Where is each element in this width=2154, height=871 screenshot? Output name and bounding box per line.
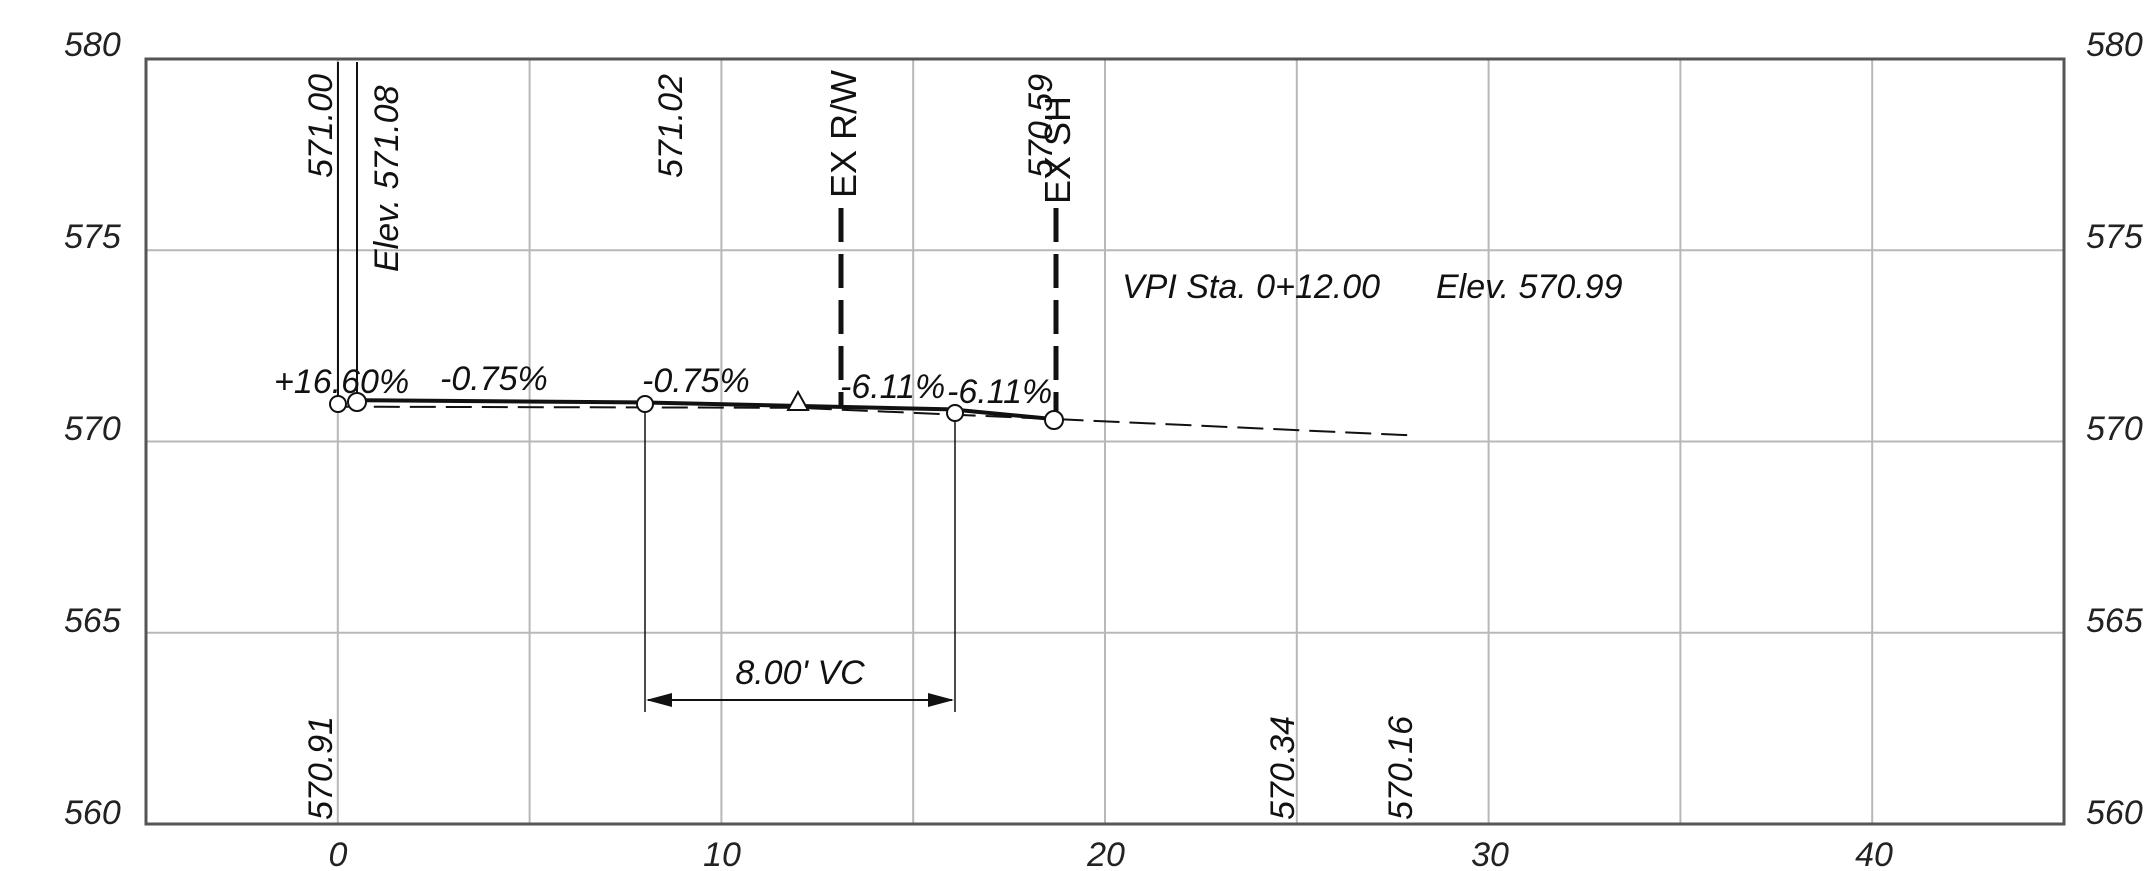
vpi-station-label: VPI Sta. 0+12.00 [1122,268,1380,306]
y-tick-580-left: 580 [64,26,121,64]
vc-arrow-left [646,693,672,707]
point-sta-0 [329,395,347,413]
point-bvc [636,395,654,413]
x-tick-0: 0 [329,836,348,871]
bottom-elev-1: 570.34 [1264,716,1302,820]
ex-rw-label: EX R/W [823,70,864,198]
y-tick-565-left: 565 [64,602,121,640]
point-evc [946,404,964,422]
x-tick-10: 10 [703,836,741,871]
top-elev-3: 570.59 [1022,74,1060,178]
grade-label-3: -0.75% [642,362,750,400]
grade-label-1: +16.60% [274,363,409,401]
y-tick-570-left: 570 [64,410,121,448]
grade-label-2: -0.75% [440,360,548,398]
y-tick-575-right: 575 [2086,218,2143,256]
y-tick-560-left: 560 [64,794,121,832]
x-tick-30: 30 [1471,836,1509,871]
y-tick-565-right: 565 [2086,602,2143,640]
bottom-elev-2: 570.16 [1382,716,1420,820]
vpi-triangle [786,389,810,411]
point-end [1044,410,1064,430]
top-elev-2: 571.02 [652,74,690,178]
y-tick-580-right: 580 [2086,26,2143,64]
point-sta-0-5 [347,392,367,412]
grid-lines [146,59,2064,824]
y-tick-570-right: 570 [2086,410,2143,448]
top-elev-1: Elev. 571.08 [368,85,406,272]
y-tick-560-right: 560 [2086,794,2143,832]
x-tick-40: 40 [1855,836,1893,871]
x-tick-20: 20 [1086,836,1125,871]
y-tick-575-left: 575 [64,218,121,256]
vpi-elevation-label: Elev. 570.99 [1436,268,1623,306]
grade-label-4: -6.11% [840,368,945,406]
vc-length-label: 8.00' VC [735,654,865,692]
plot-frame [144,57,2066,826]
ex-sh-label: EX SH [1037,96,1078,204]
bottom-elev-0: 570.91 [302,716,340,820]
vc-arrow-right [928,693,954,707]
grade-label-5: -6.11% [947,373,1052,411]
existing-ground-dashed [337,405,1412,437]
top-elev-0: 571.00 [302,74,340,178]
